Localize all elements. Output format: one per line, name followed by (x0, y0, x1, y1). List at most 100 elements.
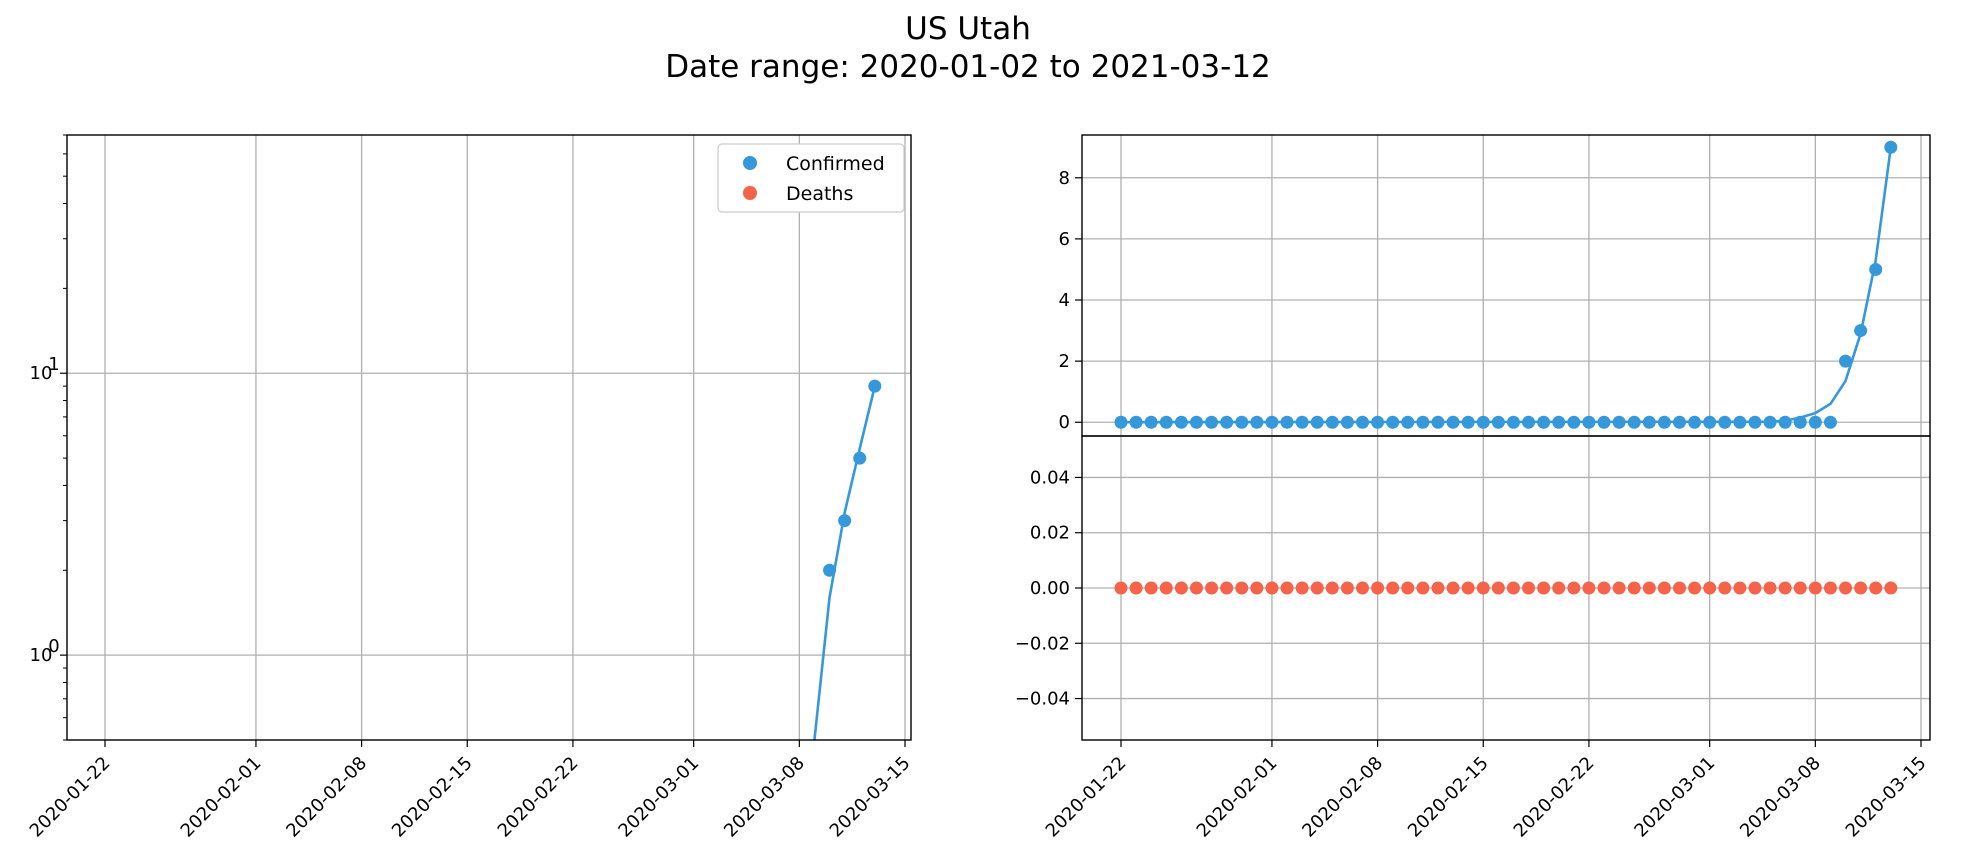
deaths-point (1371, 581, 1385, 595)
deaths-point (1310, 581, 1324, 595)
confirmed-point (1295, 415, 1309, 429)
deaths-point (1114, 581, 1128, 595)
deaths-point (1672, 581, 1686, 595)
deaths-point (1567, 581, 1581, 595)
confirmed-point (1642, 415, 1656, 429)
deaths-point (1340, 581, 1354, 595)
deaths-point (1703, 581, 1717, 595)
confirmed-point (1114, 415, 1128, 429)
confirmed-point (1356, 415, 1370, 429)
confirmed-point (1386, 415, 1400, 429)
left-axes-frame (66, 134, 912, 741)
confirmed-point (1174, 415, 1188, 429)
deaths-point (1839, 581, 1853, 595)
deaths-point (1869, 581, 1883, 595)
deaths-point (1688, 581, 1702, 595)
x-tick-label: 2020-03-01 (1630, 753, 1719, 842)
confirmed-point (1189, 415, 1203, 429)
x-tick-label: 2020-02-08 (282, 753, 371, 842)
deaths-point (1325, 581, 1339, 595)
confirmed-fit-line (1120, 147, 1893, 424)
confirmed-point (1733, 415, 1747, 429)
confirmed-point (1401, 415, 1415, 429)
y-tick-exponent: 1 (48, 354, 59, 375)
deaths-point (1205, 581, 1219, 595)
confirmed-point (1325, 415, 1339, 429)
confirmed-point (1823, 415, 1837, 429)
confirmed-point (1476, 415, 1490, 429)
y-tick-label: 8 (1059, 168, 1070, 189)
deaths-point (1129, 581, 1143, 595)
confirmed-point (1612, 415, 1626, 429)
confirmed-point (1567, 415, 1581, 429)
deaths-point (1235, 581, 1249, 595)
confirmed-point (1265, 415, 1279, 429)
figure-title-line1: US Utah (905, 11, 1031, 47)
x-tick-label: 2020-02-15 (1404, 753, 1493, 842)
confirmed-point (1582, 415, 1596, 429)
deaths-point (1144, 581, 1158, 595)
deaths-point (1356, 581, 1370, 595)
x-tick-label: 2020-03-15 (826, 753, 915, 842)
deaths-point (1793, 581, 1807, 595)
deaths-point (1522, 581, 1536, 595)
confirmed-point (868, 379, 882, 393)
confirmed-point (1159, 415, 1173, 429)
confirmed-point (1748, 415, 1762, 429)
confirmed-point (1446, 415, 1460, 429)
deaths-point (1386, 581, 1400, 595)
x-tick-label: 2020-03-08 (1736, 753, 1825, 842)
right-top-panel: 0 2 4 6 8 (1059, 134, 1931, 437)
deaths-point (1748, 581, 1762, 595)
confirmed-point (1884, 140, 1898, 154)
deaths-point (1461, 581, 1475, 595)
deaths-point (1582, 581, 1596, 595)
deaths-point (1612, 581, 1626, 595)
confirmed-point (1552, 415, 1566, 429)
confirmed-point (1310, 415, 1324, 429)
deaths-point (1657, 581, 1671, 595)
x-tick-label: 2020-01-22 (26, 753, 115, 842)
confirmed-point (1461, 415, 1475, 429)
deaths-point (1189, 581, 1203, 595)
confirmed-point (1688, 415, 1702, 429)
y-tick-label: 0.04 (1030, 467, 1070, 488)
deaths-point (1265, 581, 1279, 595)
confirmed-point (838, 514, 852, 528)
confirmed-point (1491, 415, 1505, 429)
deaths-point (1884, 581, 1898, 595)
legend-marker (743, 156, 757, 170)
legend-marker (743, 186, 757, 200)
y-tick-label: 0.00 (1030, 578, 1070, 599)
confirmed-point (1597, 415, 1611, 429)
deaths-point (1280, 581, 1294, 595)
confirmed-point (1220, 415, 1234, 429)
right-bottom-axes-frame (1081, 435, 1931, 741)
deaths-point (1446, 581, 1460, 595)
deaths-point (1627, 581, 1641, 595)
y-tick-label: 0.02 (1030, 523, 1070, 544)
deaths-point (1506, 581, 1520, 595)
confirmed-point (1657, 415, 1671, 429)
y-tick-label: 10 (30, 363, 53, 384)
confirmed-point (853, 451, 867, 465)
deaths-point (1537, 581, 1551, 595)
deaths-point (1250, 581, 1264, 595)
figure-title-line2: Date range: 2020-01-02 to 2021-03-12 (665, 49, 1271, 85)
confirmed-point (1793, 415, 1807, 429)
deaths-point (1642, 581, 1656, 595)
confirmed-point (1703, 415, 1717, 429)
deaths-point (1763, 581, 1777, 595)
deaths-point (1431, 581, 1445, 595)
y-tick-label: 4 (1059, 290, 1070, 311)
deaths-point (1823, 581, 1837, 595)
confirmed-point (1371, 415, 1385, 429)
deaths-point (1159, 581, 1173, 595)
deaths-point (1401, 581, 1415, 595)
deaths-point (1491, 581, 1505, 595)
x-tick-label: 2020-02-01 (1193, 753, 1282, 842)
left-panel: 2020-01-22 2020-02-01 2020-02-08 2020-02-15… (26, 134, 915, 842)
confirmed-point (1808, 415, 1822, 429)
x-tick-label: 2020-03-15 (1842, 753, 1931, 842)
confirmed-point (1144, 415, 1158, 429)
